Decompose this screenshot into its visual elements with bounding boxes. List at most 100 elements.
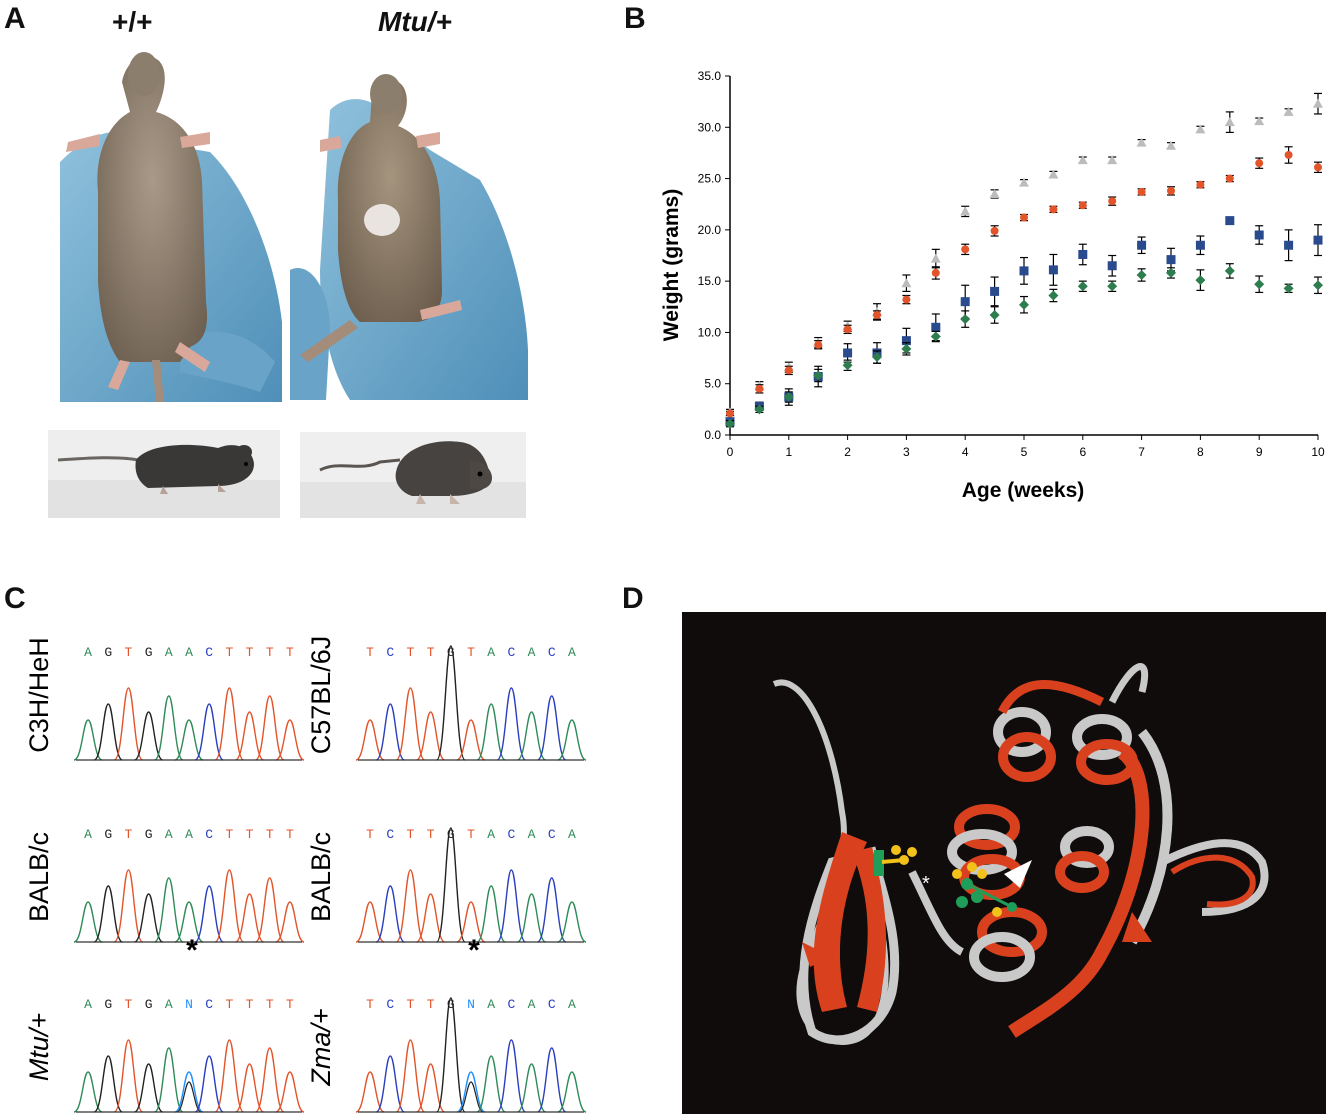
data-point-series-4 [1313,280,1323,291]
data-point-series-3 [1166,255,1176,265]
chromatogram-trace: BALB/c T C T T G T A C A C A [306,827,587,943]
trace-peak [93,885,124,943]
chromatogram-svg: C3H/HeH A G T G A A C T T T T C57BL/6J T C T T G T A C A C ABAL… [24,636,587,1113]
trace-peak [113,687,144,761]
base-call: T [266,997,274,1012]
data-point-series-4 [1107,281,1118,292]
data-point-series-4 [930,331,941,342]
data-point-series-2 [755,384,764,393]
base-call: A [568,645,576,660]
trace-peak [93,703,124,761]
base-call: N [185,997,193,1012]
trace-peak [234,711,265,761]
ligand-right [952,862,1017,917]
data-point-series-1 [1048,169,1059,179]
data-point-series-4 [989,309,1000,320]
base-call: A [568,997,576,1012]
data-point-series-2 [726,409,734,418]
chart-marks [725,92,1323,429]
base-call: T [266,645,274,660]
data-point-series-1 [1283,106,1294,116]
base-call: A [165,645,173,660]
trace-peak [415,711,446,761]
base-call: A [185,827,193,842]
base-call: A [165,827,173,842]
data-point-series-1 [989,188,1000,198]
trace-peak [194,703,224,761]
data-point-series-2 [1225,174,1234,183]
trace-peak [557,719,587,761]
base-call: T [366,645,374,660]
base-call: A [84,827,92,842]
trace-label: BALB/c [306,832,336,922]
trace-peak [536,877,567,943]
data-point-series-3 [843,348,853,358]
trace-peak [73,901,103,943]
arrowhead-icon [1004,860,1032,888]
structure-asterisk: * [922,873,930,895]
trace-peak [456,719,486,761]
x-tick-label: 0 [727,445,734,459]
base-call: T [286,827,294,842]
base-call: T [407,997,415,1012]
base-call: T [125,827,133,842]
data-point-series-4 [813,370,824,381]
base-call: C [386,827,394,842]
panel-letter-b: B [624,2,646,35]
data-point-series-2 [1049,205,1058,214]
base-call: T [427,997,435,1012]
chart-ylabel: Weight (grams) [660,189,683,341]
data-point-series-2 [1255,159,1264,168]
base-call: A [528,827,536,842]
base-call: A [487,997,495,1012]
trace-peak [436,827,466,943]
data-point-series-4 [842,360,853,371]
data-point-series-3 [1048,265,1058,275]
base-call: A [84,645,92,660]
chromatogram-trace: C3H/HeH A G T G A A C T T T T [24,637,305,761]
protein-structure-image: * [682,612,1326,1114]
mutant-genotype-label: Mtu/+ [378,6,452,38]
panel-letter-d: D [622,582,644,615]
x-tick-label: 5 [1021,445,1028,459]
data-point-series-3 [1019,266,1029,276]
trace-peak [516,1063,547,1113]
trace-peak [194,885,224,943]
trace-peak [456,1071,486,1113]
mutation-star: * [468,934,480,967]
data-point-series-1 [1224,117,1235,127]
trace-peak [194,1055,224,1113]
data-point-series-2 [1284,150,1293,159]
x-tick-label: 2 [844,445,851,459]
y-tick-label: 5.0 [704,377,721,391]
ligand-left [874,845,917,876]
trace-peak-secondary [458,1081,484,1113]
data-point-series-3 [1225,216,1235,226]
data-point-series-3 [1313,235,1323,245]
data-point-series-1 [1019,177,1029,187]
base-call: C [205,827,213,842]
trace-peak [154,695,184,761]
chart-axes: 0 1 2 3 4 5 6 7 8 9 10 0.0 5.0 10.0 15.0 20.0 25.0 30.0 35… [698,69,1325,459]
trace-peak [133,711,164,761]
trace-peak [174,901,204,943]
data-point-series-2 [1137,187,1146,196]
trace-peak [254,695,285,761]
base-call: T [407,645,415,660]
x-tick-label: 3 [903,445,910,459]
base-call: T [427,645,435,660]
data-point-series-1 [960,206,971,216]
x-tick-label: 6 [1079,445,1086,459]
data-point-series-3 [1137,240,1147,250]
base-call: C [548,997,556,1012]
mutation-star: * [186,934,198,967]
trace-peak [73,1071,103,1113]
x-tick-label: 7 [1138,445,1145,459]
panel-letter-a: A [4,2,26,35]
trace-peak [476,1055,506,1113]
trace-peak [254,877,285,943]
data-point-series-3 [901,336,911,346]
data-point-series-4 [754,404,765,415]
data-point-series-1 [901,278,912,288]
base-call: T [427,827,435,842]
